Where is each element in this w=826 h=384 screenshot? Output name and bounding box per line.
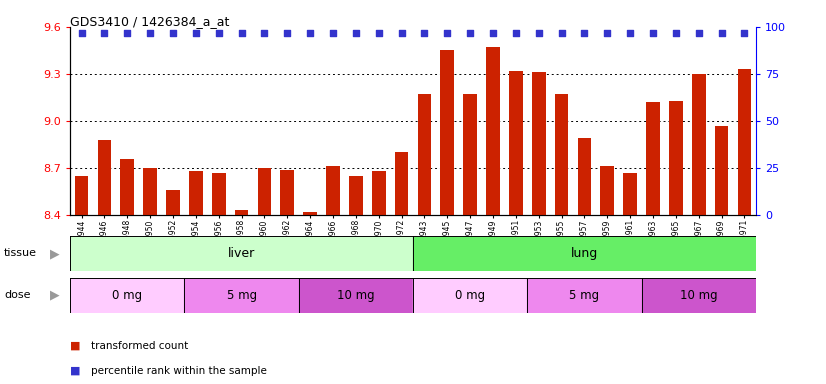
Bar	[646, 102, 660, 215]
Bar	[738, 69, 751, 215]
Bar	[121, 159, 134, 215]
Bar	[440, 50, 454, 215]
Point	[395, 30, 408, 36]
Bar	[714, 126, 729, 215]
Bar	[413, 236, 756, 271]
Text: 0 mg: 0 mg	[112, 289, 142, 302]
Point	[304, 30, 317, 36]
Point	[624, 30, 637, 36]
Bar	[577, 138, 591, 215]
Point	[144, 30, 157, 36]
Bar	[258, 168, 271, 215]
Point	[121, 30, 134, 36]
Bar	[624, 173, 637, 215]
Text: lung: lung	[571, 247, 598, 260]
Point	[235, 30, 249, 36]
Point	[441, 30, 454, 36]
Point	[509, 30, 523, 36]
Text: liver: liver	[228, 247, 255, 260]
Text: percentile rank within the sample: percentile rank within the sample	[91, 366, 267, 376]
Point	[189, 30, 202, 36]
Bar	[299, 278, 413, 313]
Point	[601, 30, 614, 36]
Bar	[555, 94, 568, 215]
Text: GDS3410 / 1426384_a_at: GDS3410 / 1426384_a_at	[70, 15, 230, 28]
Point	[669, 30, 682, 36]
Bar	[418, 94, 431, 215]
Bar	[532, 72, 545, 215]
Point	[373, 30, 386, 36]
Text: 5 mg: 5 mg	[569, 289, 600, 302]
Point	[212, 30, 225, 36]
Bar	[642, 278, 756, 313]
Point	[578, 30, 591, 36]
Text: ▶: ▶	[50, 247, 59, 260]
Text: transformed count: transformed count	[91, 341, 188, 351]
Bar	[509, 71, 523, 215]
Bar	[144, 168, 157, 215]
Bar	[281, 170, 294, 215]
Bar	[487, 47, 500, 215]
Bar	[463, 94, 477, 215]
Text: dose: dose	[4, 290, 31, 300]
Text: ▶: ▶	[50, 288, 59, 301]
Bar	[326, 166, 339, 215]
Bar	[692, 74, 705, 215]
Bar	[189, 171, 202, 215]
Bar	[349, 176, 363, 215]
Point	[326, 30, 339, 36]
Bar	[166, 190, 180, 215]
Bar	[669, 101, 682, 215]
Bar	[527, 278, 642, 313]
Bar	[601, 166, 614, 215]
Point	[418, 30, 431, 36]
Point	[692, 30, 705, 36]
Bar	[97, 140, 112, 215]
Point	[715, 30, 729, 36]
Point	[349, 30, 363, 36]
Point	[98, 30, 112, 36]
Bar	[303, 212, 317, 215]
Point	[738, 30, 751, 36]
Text: tissue: tissue	[4, 248, 37, 258]
Bar	[413, 278, 527, 313]
Point	[75, 30, 88, 36]
Point	[647, 30, 660, 36]
Text: 10 mg: 10 mg	[680, 289, 718, 302]
Bar	[184, 278, 299, 313]
Text: ■: ■	[70, 341, 81, 351]
Text: 10 mg: 10 mg	[337, 289, 375, 302]
Point	[281, 30, 294, 36]
Point	[487, 30, 500, 36]
Point	[555, 30, 568, 36]
Bar	[212, 173, 225, 215]
Point	[463, 30, 477, 36]
Bar	[70, 236, 413, 271]
Point	[167, 30, 180, 36]
Bar	[235, 210, 249, 215]
Text: 0 mg: 0 mg	[455, 289, 485, 302]
Bar	[395, 152, 408, 215]
Bar	[75, 176, 88, 215]
Point	[532, 30, 545, 36]
Text: ■: ■	[70, 366, 81, 376]
Bar	[372, 171, 386, 215]
Bar	[70, 278, 184, 313]
Text: 5 mg: 5 mg	[226, 289, 257, 302]
Point	[258, 30, 271, 36]
